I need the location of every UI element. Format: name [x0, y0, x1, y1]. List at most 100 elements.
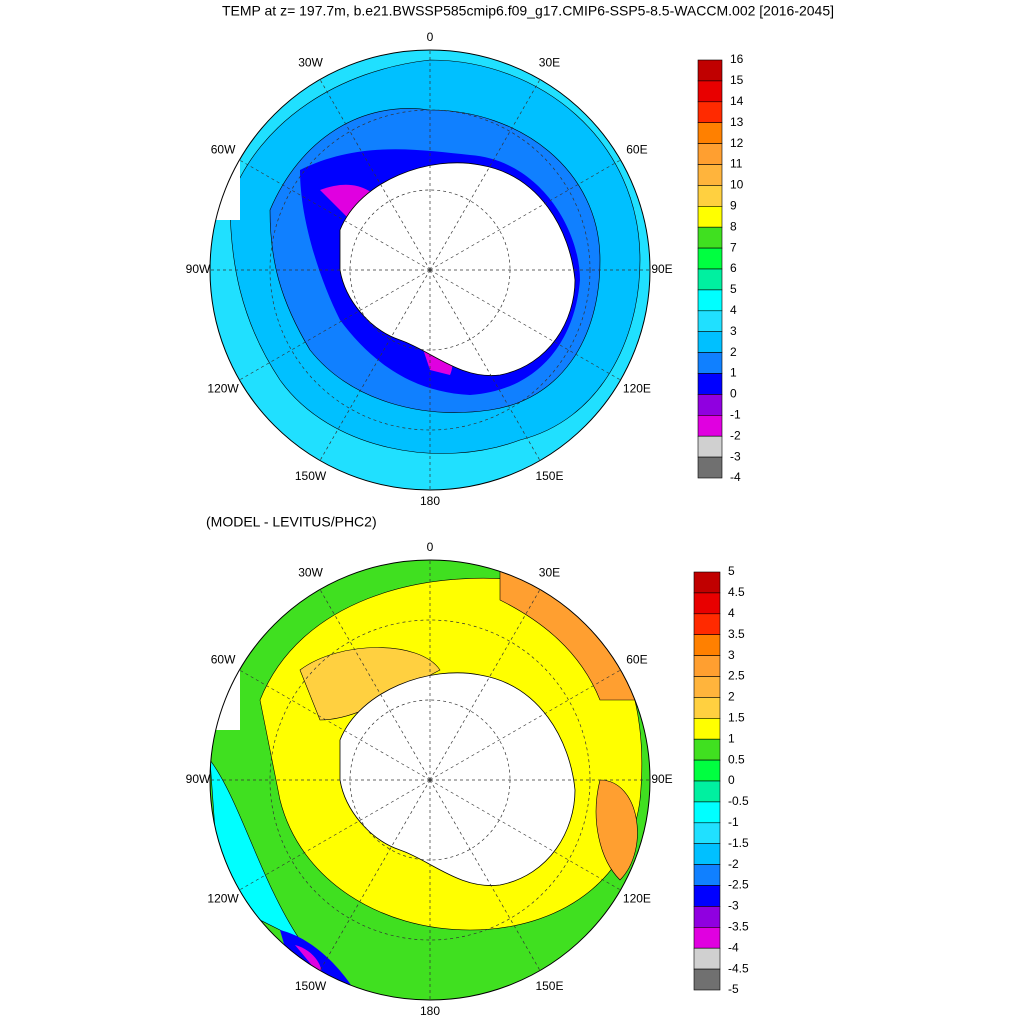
longitude-label: 60W: [211, 143, 236, 157]
colorbar-box: [693, 947, 721, 970]
colorbar-label: 4: [730, 303, 737, 317]
meridian: [429, 589, 541, 781]
colorbar-box: [697, 289, 723, 312]
colorbar-box: [697, 456, 723, 479]
colorbar-box: [693, 613, 721, 635]
longitude-label: 120E: [623, 382, 651, 396]
colorbar-box: [693, 864, 721, 886]
colorbar-box: [693, 676, 721, 698]
colorbar-box: [693, 906, 721, 928]
colorbar-label: 13: [730, 115, 744, 129]
meridian: [319, 779, 431, 971]
meridian: [239, 779, 431, 891]
colorbar-label: 9: [730, 198, 737, 212]
colorbar-box: [697, 143, 723, 165]
meridian: [319, 269, 431, 461]
title: TEMP at z= 197.7m, b.e21.BWSSP585cmip6.f…: [222, 3, 834, 19]
colorbar-label: 1: [728, 731, 735, 745]
longitude-label: 90E: [651, 262, 672, 276]
colorbar-box: [697, 59, 723, 82]
colorbar-label: 10: [730, 178, 744, 192]
colorbar-label: -5: [728, 982, 739, 996]
colorbar-box: [693, 780, 721, 803]
longitude-label: 180: [420, 494, 440, 508]
meridian: [429, 669, 621, 781]
longitude-label: 60E: [626, 653, 647, 667]
subtitle: (MODEL - LEVITUS/PHC2): [206, 514, 377, 530]
colorbar-label: 7: [730, 240, 737, 254]
colorbar-box: [697, 373, 723, 395]
colorbar-box: [697, 226, 723, 249]
colorbar-box: [697, 310, 723, 332]
colorbar-box: [697, 101, 723, 124]
colorbar-label: -2: [730, 428, 741, 442]
colorbar-box: [693, 822, 721, 844]
longitude-label: 60E: [626, 143, 647, 157]
colorbar-box: [697, 247, 723, 270]
colorbar-box: [693, 885, 721, 907]
meridian: [429, 79, 541, 271]
longitude-label: 120E: [623, 892, 651, 906]
colorbar-box: [693, 926, 721, 949]
colorbar-label: 15: [730, 73, 744, 87]
colorbar-label: 1: [730, 366, 737, 380]
colorbar-label: 0: [730, 387, 737, 401]
colorbar-box: [697, 394, 723, 416]
colorbar-label: 11: [730, 157, 743, 171]
meridian: [429, 159, 621, 271]
colorbar-box: [693, 571, 721, 594]
longitude-label: 30W: [298, 55, 323, 69]
meridian: [429, 269, 541, 461]
colorbar-label: 4: [728, 606, 735, 620]
colorbar-box: [693, 968, 721, 991]
longitude-label: 150W: [295, 469, 327, 483]
longitude-label: 150E: [535, 979, 563, 993]
meridian: [239, 269, 431, 381]
colorbar-label: 1.5: [728, 710, 745, 724]
meridian: [429, 269, 621, 381]
longitude-label: 180: [420, 1004, 440, 1018]
colorbar-label: -2: [728, 857, 739, 871]
longitude-label: 30E: [539, 565, 560, 579]
colorbar-box: [693, 592, 721, 615]
map-field: [210, 50, 650, 490]
longitude-label: 30E: [539, 55, 560, 69]
colorbar-box: [697, 331, 723, 353]
colorbar-box: [697, 206, 723, 228]
colorbar-label: 16: [730, 52, 744, 66]
colorbar-box: [697, 268, 723, 291]
colorbar-label: 14: [730, 94, 744, 108]
colorbar-label: 3: [730, 324, 737, 338]
meridian: [319, 589, 431, 781]
colorbar-label: -2.5: [728, 878, 749, 892]
colorbar-box: [693, 801, 721, 824]
colorbar-label: -3: [728, 899, 739, 913]
colorbar-box: [697, 122, 723, 144]
colorbar-box: [693, 738, 721, 761]
colorbar-box: [693, 717, 721, 740]
colorbar-label: -1.5: [728, 836, 749, 850]
longitude-label: 60W: [211, 653, 236, 667]
meridian: [239, 159, 431, 271]
longitude-label: 90W: [186, 772, 211, 786]
colorbar-label: 5: [730, 282, 737, 296]
colorbar-label: 2.5: [728, 669, 745, 683]
colorbar-label: 5: [728, 564, 735, 578]
map-field: [210, 560, 650, 1000]
longitude-label: 150W: [295, 979, 327, 993]
colorbar-box: [693, 697, 721, 719]
longitude-label: 120W: [207, 382, 239, 396]
colorbar-box: [697, 435, 723, 458]
longitude-label: 30W: [298, 565, 323, 579]
colorbar-label: -0.5: [728, 794, 749, 808]
map-border: [209, 49, 651, 491]
meridian: [319, 79, 431, 271]
colorbar-box: [693, 843, 721, 865]
colorbar-label: 6: [730, 261, 737, 275]
colorbar-box: [693, 655, 721, 677]
longitude-label: 90W: [186, 262, 211, 276]
colorbar-label: 2: [728, 690, 735, 704]
colorbar-label: -4.5: [728, 961, 749, 975]
colorbar-box: [697, 80, 723, 103]
